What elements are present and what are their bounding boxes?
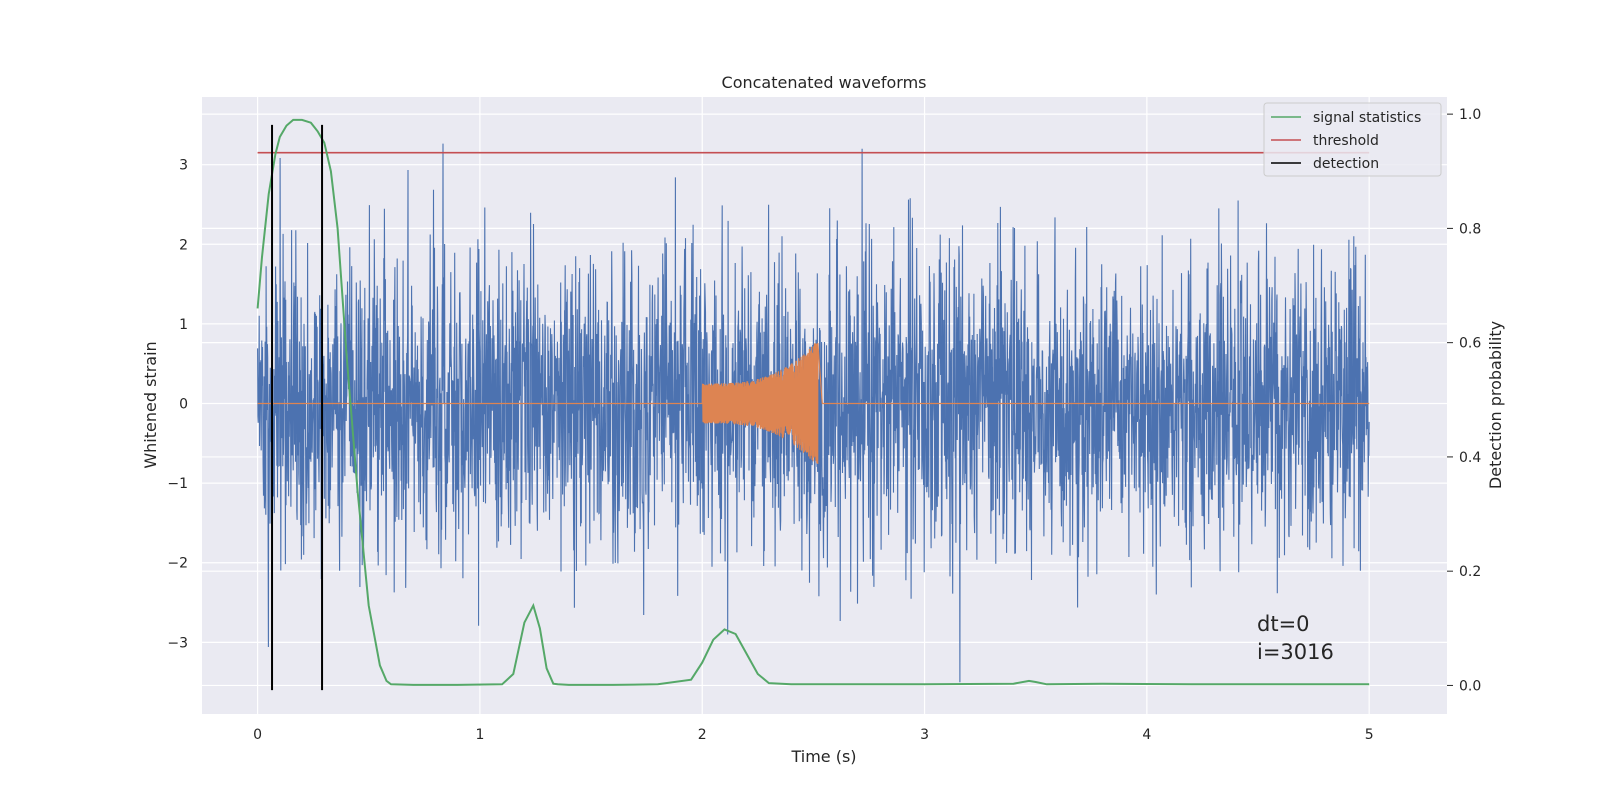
y-tick-label: 2 [179, 237, 188, 253]
y2-tick-label: 0.6 [1459, 336, 1481, 352]
y2-axis-label: Detection probability [1486, 321, 1505, 489]
series-layer [256, 118, 1370, 691]
x-tick-label: 3 [920, 727, 929, 743]
ticks-layer: 0 1 2 3 4 5 −3 −2 −1 0 1 2 3 0.0 0.2 0.4 0.6 0.8 1.0 [167, 107, 1481, 743]
legend-box [1263, 102, 1442, 177]
y2-tick-label: 0.4 [1459, 450, 1481, 466]
chirp-series-line [257, 342, 1370, 465]
y-tick-label: 1 [179, 317, 188, 333]
y-tick-label: 0 [179, 397, 188, 413]
x-tick-label: 5 [1365, 727, 1374, 743]
x-tick-label: 0 [253, 727, 262, 743]
y-tick-label: 3 [179, 158, 188, 174]
chart-title: Concatenated waveforms [722, 73, 927, 92]
annotation-i: i=3016 [1257, 640, 1334, 664]
legend: signal statistics threshold detection [1263, 102, 1442, 177]
y-tick-label: −2 [167, 556, 188, 572]
y2-tick-label: 0.0 [1459, 678, 1481, 694]
y-tick-label: −3 [167, 635, 188, 651]
x-axis-label: Time (s) [790, 747, 856, 766]
x-tick-label: 2 [698, 727, 707, 743]
legend-label-detection: detection [1313, 156, 1379, 172]
y2-tick-label: 0.8 [1459, 221, 1481, 237]
y-tick-label: −1 [167, 476, 188, 492]
x-tick-label: 1 [475, 727, 484, 743]
annotation-dt: dt=0 [1257, 612, 1310, 636]
y2-tick-label: 1.0 [1459, 107, 1481, 123]
noise-series-line [257, 143, 1370, 683]
legend-label-signal-statistics: signal statistics [1313, 110, 1421, 126]
y-axis-label: Whitened strain [141, 341, 160, 468]
x-tick-label: 4 [1142, 727, 1151, 743]
y2-tick-label: 0.2 [1459, 564, 1481, 580]
signal-statistics-line [256, 118, 1370, 686]
legend-label-threshold: threshold [1313, 133, 1379, 149]
